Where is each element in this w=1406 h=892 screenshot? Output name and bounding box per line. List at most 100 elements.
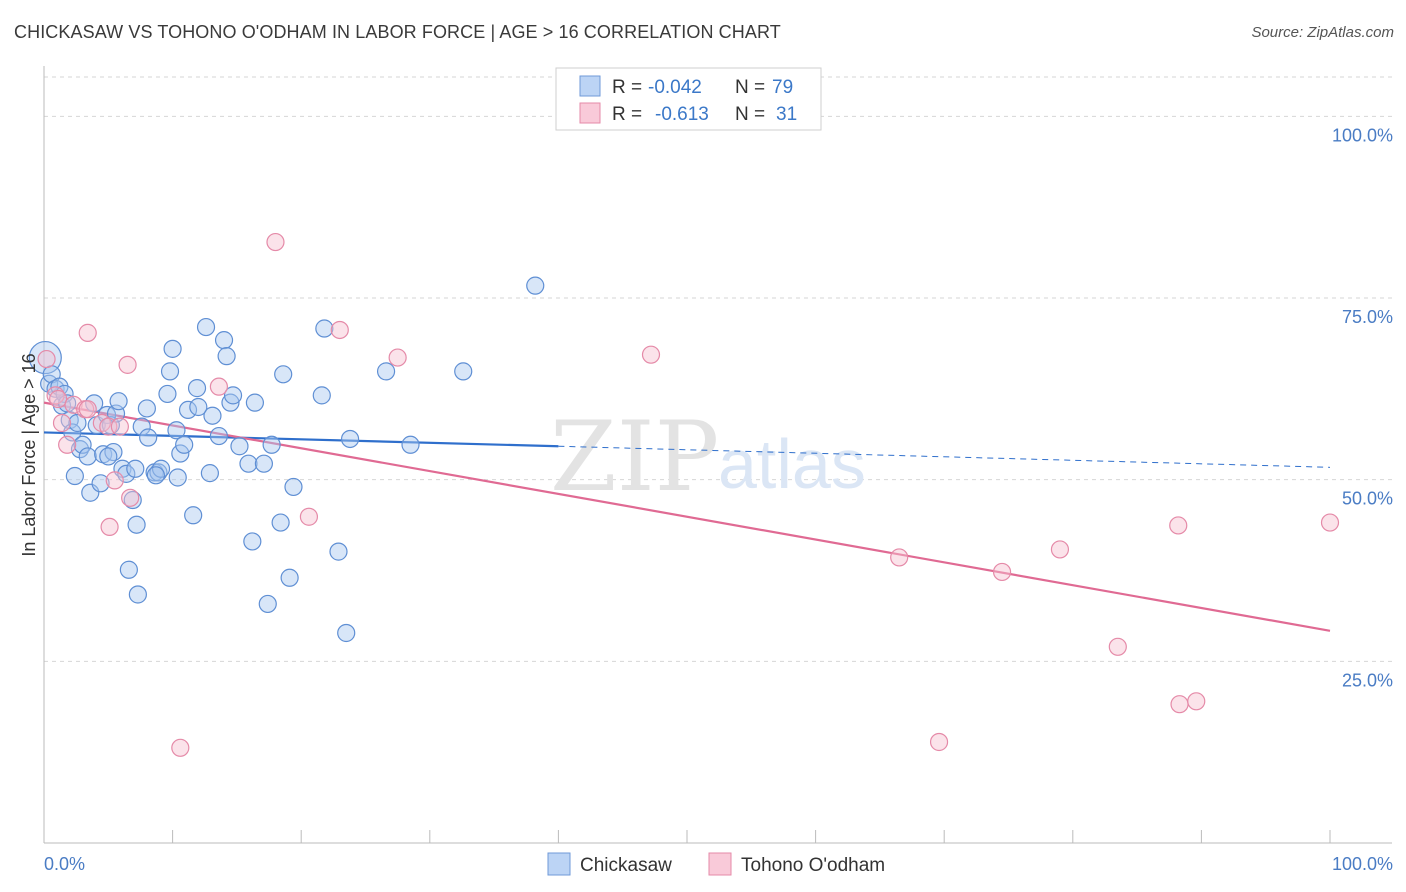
point-chickasaw-55 (230, 437, 249, 456)
point-tohono-3 (52, 413, 72, 433)
point-chickasaw-72 (401, 435, 420, 454)
gridlines (44, 76, 1392, 662)
point-chickasaw-31 (132, 417, 151, 436)
point-tohono-28 (1169, 516, 1188, 535)
series-legend: Chickasaw Tohono O'odham (547, 852, 885, 876)
x-tick-label-0: 0.0% (44, 854, 85, 874)
point-tohono-22 (641, 345, 661, 364)
x-tick-label-1: 100.0% (1332, 854, 1393, 874)
point-chickasaw-73 (454, 362, 473, 381)
point-tohono-4 (58, 435, 77, 454)
point-chickasaw-64 (284, 477, 303, 497)
point-chickasaw-26 (117, 464, 136, 483)
y-tick-label-3: 100.0% (1332, 125, 1393, 145)
series-legend-swatch-tohono (708, 852, 732, 876)
point-tohono-31 (1320, 513, 1340, 532)
point-chickasaw-77 (99, 447, 118, 466)
point-chickasaw-76 (168, 468, 187, 487)
point-chickasaw-18 (91, 474, 110, 493)
legend-r-value-2: -0.613 (655, 104, 709, 125)
point-chickasaw-56 (239, 454, 258, 473)
legend: R = -0.042 N = 79 R = -0.613 N = 31 (555, 67, 822, 131)
y-tick-labels: 25.0% 50.0% 75.0% 100.0% (1332, 125, 1393, 690)
point-tohono-20 (330, 320, 349, 340)
point-chickasaw-11 (68, 413, 87, 433)
point-chickasaw-58 (245, 393, 265, 412)
point-chickasaw-27 (119, 560, 138, 579)
point-chickasaw-32 (126, 459, 145, 478)
legend-n-value-2: 31 (776, 104, 797, 125)
point-chickasaw-70 (340, 429, 360, 449)
point-tohono-23 (890, 548, 909, 567)
point-chickasaw-51 (214, 331, 234, 350)
point-tohono-8 (78, 323, 97, 342)
point-tohono-24 (929, 732, 949, 752)
watermark-zip: ZIP (550, 401, 719, 513)
point-chickasaw-38 (158, 384, 177, 404)
point-chickasaw-30 (128, 585, 147, 604)
x-tick-labels: 0.0% 100.0% (44, 854, 1393, 874)
chart-title: CHICKASAW VS TOHONO O'ODHAM IN LABOR FOR… (14, 22, 781, 42)
source-label: Source: ZipAtlas.com (1251, 24, 1394, 41)
data-points (28, 232, 1340, 757)
point-chickasaw-14 (78, 447, 97, 466)
point-tohono-13 (110, 417, 129, 436)
y-tick-label-1: 50.0% (1342, 489, 1393, 509)
point-chickasaw-61 (262, 435, 281, 454)
trend-lines (43, 401, 1331, 632)
point-chickasaw-71 (376, 362, 396, 381)
trend-chickasaw (43, 431, 559, 448)
point-tohono-25 (992, 562, 1012, 582)
y-axis-title: In Labor Force | Age > 16 (19, 353, 39, 556)
legend-n-label-1: N = (735, 77, 765, 98)
point-chickasaw-47 (196, 317, 216, 337)
point-tohono-30 (1187, 692, 1206, 711)
point-chickasaw-46 (187, 379, 207, 398)
point-chickasaw-49 (203, 406, 222, 425)
legend-r-label-1: R = (612, 77, 642, 98)
point-chickasaw-44 (178, 400, 198, 420)
point-chickasaw-29 (127, 515, 146, 534)
point-tohono-26 (1050, 540, 1070, 559)
point-chickasaw-65 (274, 365, 293, 384)
point-tohono-7 (78, 400, 97, 419)
point-chickasaw-52 (217, 347, 236, 366)
point-tohono-0 (37, 349, 56, 369)
y-tick-label-0: 25.0% (1342, 670, 1393, 690)
series-legend-label-chickasaw: Chickasaw (580, 855, 672, 876)
y-tick-label-2: 75.0% (1342, 307, 1393, 327)
point-chickasaw-54 (223, 386, 243, 405)
point-chickasaw-42 (171, 444, 190, 463)
legend-r-value-1: -0.042 (648, 77, 702, 98)
point-chickasaw-75 (146, 466, 165, 485)
legend-r-label-2: R = (612, 104, 642, 125)
point-chickasaw-66 (312, 386, 331, 405)
point-chickasaw-28 (123, 490, 142, 510)
point-tohono-15 (121, 488, 140, 507)
point-chickasaw-68 (329, 542, 348, 561)
point-chickasaw-40 (163, 339, 182, 358)
point-chickasaw-62 (271, 513, 290, 532)
point-tohono-11 (100, 517, 119, 537)
trend-chickasaw-extension (558, 445, 1331, 468)
series-legend-swatch-chickasaw (547, 852, 571, 876)
point-chickasaw-33 (139, 428, 158, 447)
point-tohono-14 (118, 355, 137, 374)
axes (43, 66, 1392, 844)
point-chickasaw-10 (65, 466, 84, 486)
point-chickasaw-39 (160, 362, 180, 381)
legend-n-label-2: N = (735, 104, 765, 125)
point-chickasaw-78 (189, 397, 208, 417)
point-chickasaw-74 (526, 276, 545, 295)
watermark: ZIP atlas (550, 401, 866, 513)
point-chickasaw-24 (109, 392, 128, 411)
point-chickasaw-13 (73, 435, 92, 454)
point-chickasaw-48 (200, 464, 219, 483)
point-chickasaw-59 (254, 454, 274, 473)
point-chickasaw-34 (137, 399, 156, 418)
point-chickasaw-43 (175, 435, 194, 454)
point-tohono-17 (209, 377, 228, 396)
point-tohono-12 (105, 471, 124, 490)
legend-n-value-1: 79 (772, 77, 793, 98)
